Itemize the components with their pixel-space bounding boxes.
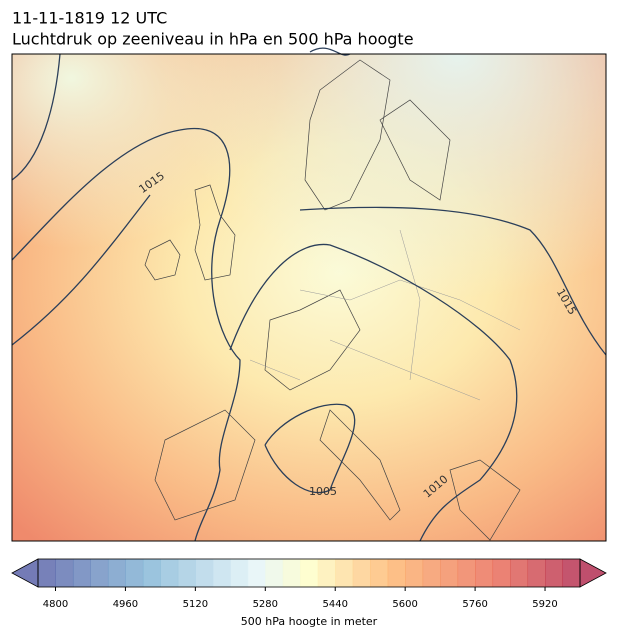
colorbar-segment xyxy=(160,559,179,587)
colorbar-segment xyxy=(55,559,74,587)
colorbar-segment xyxy=(510,559,529,587)
colorbar-segment xyxy=(247,559,266,587)
colorbar-segment xyxy=(440,559,459,587)
colorbar-segment xyxy=(282,559,301,587)
colorbar-extend-high xyxy=(579,558,607,588)
colorbar-segment xyxy=(527,559,546,587)
colorbar-extend-low xyxy=(11,558,39,588)
colorbar-tick-label: 5120 xyxy=(183,599,208,610)
colorbar-segment xyxy=(90,559,109,587)
colorbar-frame xyxy=(37,558,581,588)
colorbar-segment xyxy=(352,559,371,587)
colorbar-segment xyxy=(142,559,161,587)
colorbar-label: 500 hPa hoogte in meter xyxy=(241,615,378,628)
colorbar-segment xyxy=(265,559,284,587)
colorbar-segment xyxy=(405,559,424,587)
colorbar-segment xyxy=(230,559,249,587)
colorbar-segment xyxy=(545,559,564,587)
colorbar-segment xyxy=(125,559,144,587)
map: 1015 1015 1005 1010 xyxy=(11,47,607,542)
colorbar-tick-label: 5440 xyxy=(322,599,347,610)
colorbar-segment xyxy=(212,559,231,587)
colorbar-segment xyxy=(107,559,126,587)
colorbar-tick-label: 5280 xyxy=(253,599,278,610)
colorbar-segment xyxy=(370,559,389,587)
colorbar-segment xyxy=(335,559,354,587)
colorbar-segment xyxy=(475,559,494,587)
colorbar-segment xyxy=(422,559,441,587)
colorbar-tick-label: 4960 xyxy=(113,599,138,610)
colorbar-segment xyxy=(492,559,511,587)
contour-label: 1005 xyxy=(309,485,337,498)
colorbar-tick-label: 4800 xyxy=(43,599,68,610)
colorbar-tick-label: 5760 xyxy=(462,599,487,610)
colorbar-segment xyxy=(38,559,56,587)
colorbar-tick-label: 5600 xyxy=(392,599,417,610)
colorbar-tick-label: 5920 xyxy=(532,599,557,610)
colorbar-segment xyxy=(562,559,581,587)
colorbar-segment xyxy=(317,559,336,587)
title: Luchtdruk op zeeniveau in hPa en 500 hPa… xyxy=(12,30,414,49)
colorbar-segment xyxy=(177,559,196,587)
colorbar-segment xyxy=(72,559,91,587)
colorbar-segment xyxy=(457,559,476,587)
colorbar-segment xyxy=(387,559,406,587)
colorbar: 4800 4960 5120 5280 5440 5600 5760 5920 xyxy=(11,558,607,610)
date: 11-11-1819 12 UTC xyxy=(12,9,167,28)
colorbar-segment xyxy=(195,559,214,587)
colorbar-segment xyxy=(300,559,319,587)
